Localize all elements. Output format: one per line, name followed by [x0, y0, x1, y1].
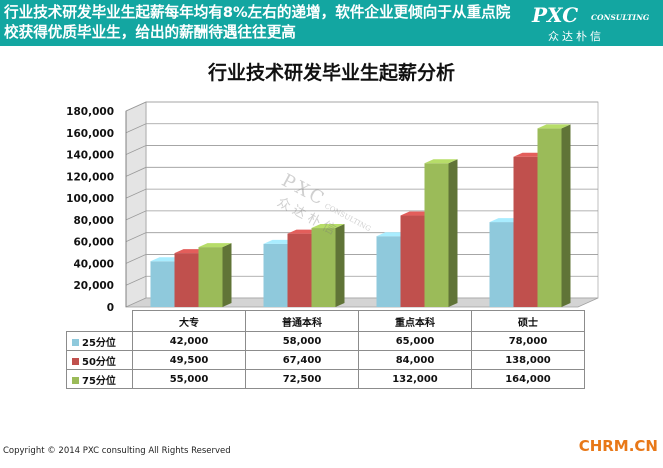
- table-cell: 72,500: [245, 369, 359, 389]
- bar-top: [424, 159, 458, 164]
- y-tick-label: 40,000: [73, 258, 114, 270]
- y-tick-label: 120,000: [66, 171, 114, 183]
- table-cell: 84,000: [358, 350, 472, 370]
- table-corner: [66, 310, 133, 332]
- table-header-cell: 硕士: [471, 310, 585, 332]
- side-wall: [125, 101, 147, 308]
- y-tick-label: 100,000: [66, 193, 114, 205]
- table-header-row: 大专 普通本科 重点本科 硕士: [66, 310, 585, 332]
- bar: [311, 228, 336, 307]
- bar-side: [335, 224, 345, 307]
- table-cell: 132,000: [358, 369, 472, 389]
- legend-label-p50: 50分位: [82, 356, 116, 368]
- data-table: 大专 普通本科 重点本科 硕士 25分位 42,000 58,000 65,00…: [66, 310, 585, 389]
- table-row-label: 25分位: [66, 331, 133, 351]
- bar-top: [311, 224, 345, 229]
- bar: [287, 233, 312, 307]
- bar: [513, 156, 538, 307]
- table-cell: 58,000: [245, 331, 359, 351]
- gridline: [125, 145, 598, 155]
- table-row-label: 75分位: [66, 369, 133, 389]
- bar: [424, 163, 449, 307]
- legend-swatch-p25: [72, 338, 79, 346]
- y-tick-label: 180,000: [66, 106, 114, 118]
- bar: [400, 215, 425, 307]
- chart-title: 行业技术研发毕业生起薪分析: [207, 62, 455, 84]
- bar-side: [561, 124, 571, 307]
- table-header-cell: 大专: [132, 310, 246, 332]
- header-banner: 行业技术研发毕业生起薪每年均有8%左右的递增，软件企业更倾向于从重点院校获得优质…: [0, 0, 663, 46]
- copyright: Copyright © 2014 PXC consulting All Righ…: [3, 446, 231, 456]
- table-cell: 42,000: [132, 331, 246, 351]
- logo-chinese: 众达朴信: [548, 30, 604, 43]
- bar: [174, 253, 199, 307]
- headline: 行业技术研发毕业生起薪每年均有8%左右的递增，软件企业更倾向于从重点院校获得优质…: [4, 4, 511, 41]
- legend-swatch-p75: [72, 376, 79, 384]
- bar: [263, 243, 288, 307]
- table-row-label: 50分位: [66, 350, 133, 370]
- y-tick-label: 20,000: [73, 280, 114, 292]
- logo-consulting: CONSULTING: [591, 13, 650, 22]
- logo-pxc: PXC: [532, 3, 579, 27]
- legend-swatch-p50: [72, 357, 79, 365]
- site-watermark: CHRM.CN: [578, 437, 658, 455]
- bar-side: [222, 243, 232, 307]
- y-tick-label: 80,000: [73, 215, 114, 227]
- table-row-p50: 50分位 49,500 67,400 84,000 138,000: [66, 350, 585, 370]
- bar: [198, 247, 223, 307]
- table-cell: 55,000: [132, 369, 246, 389]
- table-cell: 164,000: [471, 369, 585, 389]
- bar: [537, 128, 562, 307]
- gridline: [125, 101, 598, 112]
- gridline: [125, 123, 598, 134]
- bar-top: [198, 243, 232, 248]
- bar: [489, 222, 514, 307]
- legend-label-p75: 75分位: [82, 375, 116, 387]
- bar: [376, 236, 401, 307]
- table-row-p25: 25分位 42,000 58,000 65,000 78,000: [66, 331, 585, 351]
- bar: [150, 261, 175, 307]
- table-header-cell: 普通本科: [245, 310, 359, 332]
- legend-label-p25: 25分位: [82, 337, 116, 349]
- table-cell: 78,000: [471, 331, 585, 351]
- table-row-p75: 75分位 55,000 72,500 132,000 164,000: [66, 369, 585, 389]
- y-tick-label: 0: [107, 302, 114, 314]
- y-tick-label: 140,000: [66, 150, 114, 162]
- y-tick-label: 60,000: [73, 237, 114, 249]
- table-cell: 65,000: [358, 331, 472, 351]
- bar-side: [448, 159, 458, 307]
- table-cell: 49,500: [132, 350, 246, 370]
- bar-top: [537, 124, 571, 129]
- table-header-cell: 重点本科: [358, 310, 472, 332]
- table-cell: 67,400: [245, 350, 359, 370]
- table-cell: 138,000: [471, 350, 585, 370]
- y-tick-label: 160,000: [66, 128, 114, 140]
